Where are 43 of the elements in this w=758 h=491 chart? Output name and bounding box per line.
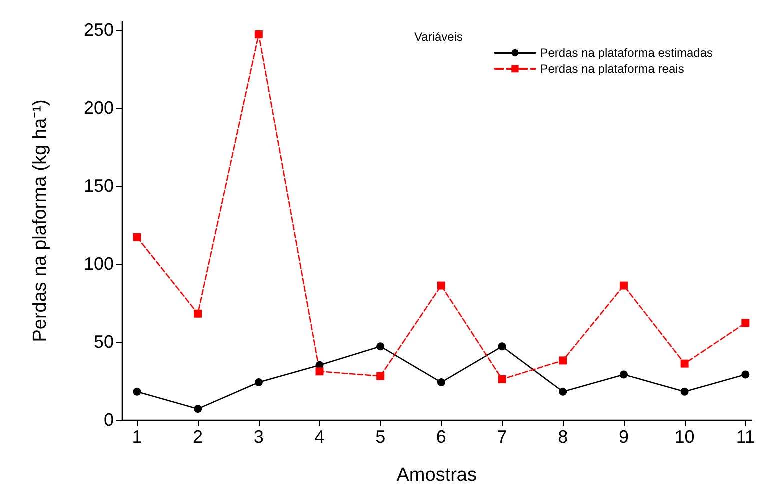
y-tick-label: 150 <box>84 176 114 196</box>
legend-title: Variáveis <box>414 30 464 44</box>
point <box>376 372 385 380</box>
x-tick-label: 2 <box>193 427 204 447</box>
point <box>498 375 506 384</box>
point <box>620 282 628 290</box>
legend-label: Perdas na plataforma reais <box>540 62 684 76</box>
point <box>254 378 263 387</box>
x-tick-label: 6 <box>436 427 446 447</box>
point <box>376 342 385 351</box>
point <box>559 356 568 365</box>
x-tick-label: 1 <box>132 427 142 447</box>
point <box>559 388 568 396</box>
point <box>742 319 750 328</box>
x-tick-label: 10 <box>674 427 695 447</box>
y-tick-label: 100 <box>84 254 114 274</box>
y-tick-label: 200 <box>84 98 114 118</box>
point <box>254 30 263 38</box>
x-tick-label: 5 <box>376 427 386 447</box>
y-tick-label: 250 <box>84 20 114 40</box>
x-tick-label: 9 <box>618 427 629 447</box>
y-axis-title: Perdas na plaforma (kg ha⁻¹) <box>30 100 51 342</box>
point <box>437 378 446 387</box>
x-tick-label: 7 <box>497 427 508 447</box>
x-tick-label: 11 <box>736 427 755 447</box>
x-tick-label: 4 <box>314 427 325 447</box>
point <box>437 282 446 290</box>
point <box>316 368 324 376</box>
point <box>620 370 628 379</box>
point <box>680 388 689 396</box>
point <box>194 310 202 318</box>
y-tick-label: 0 <box>104 410 114 430</box>
point <box>742 370 750 379</box>
x-axis-title: Amostras <box>396 465 477 486</box>
x-tick-label: 8 <box>558 427 568 447</box>
point <box>680 360 689 368</box>
y-tick-label: 50 <box>94 332 114 352</box>
legend-label: Perdas na plataforma estimadas <box>540 46 714 60</box>
point <box>194 405 202 414</box>
point <box>133 388 142 396</box>
x-tick-label: 3 <box>254 427 264 447</box>
point <box>498 342 506 351</box>
point <box>133 233 142 242</box>
